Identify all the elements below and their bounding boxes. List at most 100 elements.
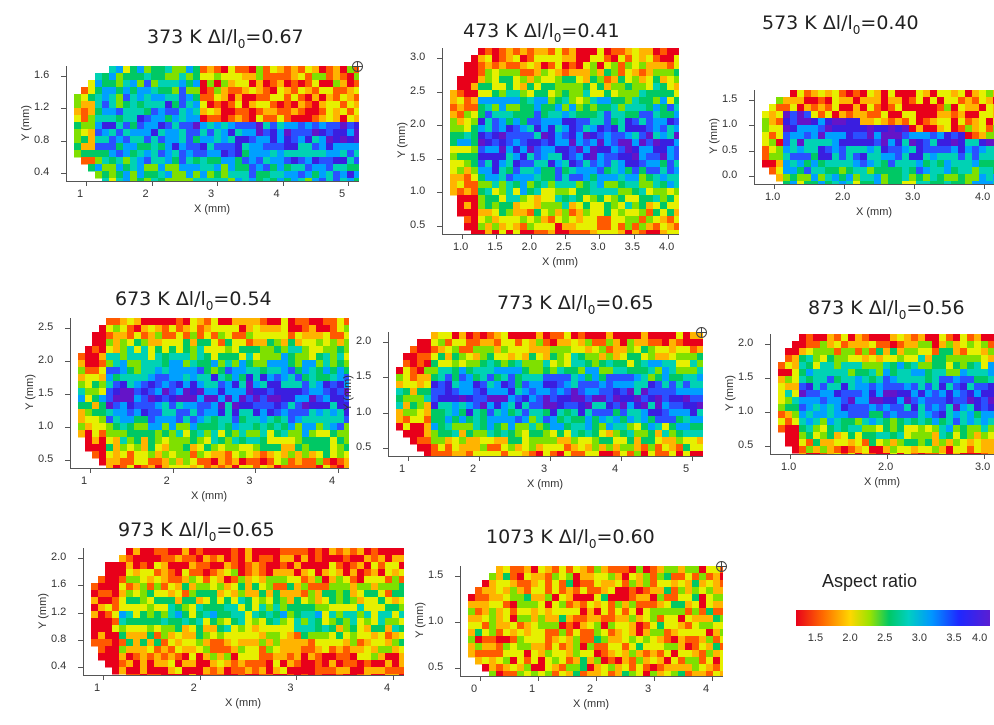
y-tick-label: 1.5 — [38, 387, 54, 399]
x-tick — [774, 184, 775, 189]
x-axis-title: X (mm) — [864, 476, 901, 488]
y-tick-label: 1.0 — [428, 615, 444, 627]
y-tick-label: 0.4 — [51, 660, 67, 672]
y-tick — [78, 667, 83, 668]
x-tick-label: 3 — [208, 188, 215, 200]
y-axis-title: Y (mm) — [413, 602, 426, 638]
panel-title: 873 K Δl/l0=0.56 — [808, 297, 965, 322]
y-tick-label: 3.0 — [410, 51, 426, 63]
x-tick — [654, 676, 655, 681]
x-tick-label: 3 — [287, 682, 294, 694]
x-tick-label: 4 — [612, 463, 619, 475]
strain-symbol: Δl/l — [557, 292, 588, 314]
strain-symbol: Δl/l — [822, 12, 853, 34]
y-tick — [437, 158, 442, 160]
x-tick — [408, 456, 409, 461]
y-tick-label: 1.0 — [38, 420, 54, 432]
colorbar-tick-label: 2.0 — [842, 632, 858, 644]
x-tick — [296, 675, 298, 680]
temperature-label: 473 K — [463, 20, 518, 42]
x-tick — [712, 676, 713, 681]
x-tick — [151, 181, 153, 186]
plot-area — [442, 48, 679, 235]
y-axis-title: Y (mm) — [723, 375, 736, 411]
y-tick — [78, 639, 83, 641]
strain-value: =0.65 — [216, 519, 275, 541]
panel-title: 473 K Δl/l0=0.41 — [463, 20, 620, 45]
strain-subscript: 0 — [553, 30, 562, 45]
y-tick — [765, 412, 770, 413]
y-tick-label: 1.6 — [51, 578, 67, 591]
x-tick — [790, 454, 791, 459]
x-tick-label: 3 — [541, 463, 548, 475]
y-axis-title: Y (mm) — [23, 374, 36, 410]
x-tick — [348, 181, 349, 186]
aspect-ratio-map — [762, 90, 994, 184]
strain-subscript: 0 — [237, 36, 246, 51]
crosshair-icon — [716, 561, 727, 572]
y-tick — [383, 342, 388, 343]
x-tick — [844, 184, 845, 189]
y-tick-label: 1.0 — [356, 405, 372, 418]
x-tick — [914, 184, 915, 189]
y-tick-label: 0.5 — [738, 439, 754, 451]
plot-area — [770, 334, 994, 455]
x-tick-label: 3.0 — [590, 241, 606, 253]
y-tick-label: 0.8 — [34, 133, 50, 146]
x-tick — [462, 234, 463, 239]
x-tick — [538, 676, 539, 681]
x-tick — [217, 181, 218, 186]
y-tick-label: 1.2 — [34, 101, 50, 114]
y-tick-label: 2.5 — [38, 321, 54, 333]
x-tick-label: 2 — [190, 682, 197, 694]
y-tick — [455, 622, 460, 623]
x-tick — [887, 454, 888, 459]
x-tick — [530, 234, 532, 239]
y-tick — [749, 125, 754, 127]
x-tick — [550, 456, 551, 461]
colorbar-legend: Aspect ratio 1.5 2.0 2.5 3.0 3.5 4.0 — [790, 566, 990, 656]
x-tick-label: 4.0 — [659, 241, 675, 253]
panel-title: 673 K Δl/l0=0.54 — [115, 288, 272, 313]
x-axis-title: X (mm) — [225, 697, 262, 709]
y-tick — [383, 412, 388, 414]
y-tick-label: 2.5 — [410, 84, 426, 97]
x-tick-label: 1 — [529, 683, 536, 695]
y-tick — [749, 150, 754, 152]
x-axis-title: X (mm) — [856, 206, 893, 218]
x-tick-label: 2 — [163, 475, 170, 487]
panel-title: 773 K Δl/l0=0.65 — [497, 292, 654, 317]
y-tick-label: 0.5 — [356, 441, 372, 453]
x-tick — [633, 234, 635, 239]
x-tick — [596, 676, 597, 681]
x-tick — [496, 234, 498, 239]
x-tick-label: 1.0 — [781, 461, 797, 473]
y-tick — [65, 460, 70, 461]
y-tick — [765, 446, 770, 447]
x-tick — [621, 456, 622, 461]
y-tick-label: 1.5 — [428, 569, 444, 581]
temperature-label: 773 K — [497, 292, 552, 314]
x-tick-label: 1 — [81, 475, 88, 487]
y-tick — [765, 378, 770, 379]
strain-symbol: Δl/l — [558, 526, 589, 548]
y-axis-title: Y (mm) — [341, 375, 354, 411]
x-tick-label: 1.5 — [487, 241, 503, 253]
y-tick-label: 1.2 — [51, 605, 67, 618]
y-tick-label: 1.5 — [722, 93, 738, 105]
temperature-label: 673 K — [115, 288, 170, 310]
x-tick — [172, 468, 174, 473]
crosshair-icon — [352, 61, 363, 72]
y-axis-title: Y (mm) — [395, 122, 408, 158]
temperature-label: 973 K — [118, 519, 173, 541]
x-tick — [90, 468, 91, 473]
y-tick-label: 0.5 — [38, 453, 54, 465]
panel-title: 973 K Δl/l0=0.65 — [118, 519, 275, 544]
x-tick-label: 2.0 — [835, 191, 851, 203]
colorbar-tick-label: 3.5 — [946, 632, 962, 644]
strain-value: =0.54 — [213, 288, 272, 310]
x-tick-label: 2.0 — [521, 241, 537, 253]
y-tick-label: 1.0 — [722, 118, 738, 131]
y-tick-label: 0.5 — [428, 661, 444, 673]
x-tick — [984, 184, 985, 189]
